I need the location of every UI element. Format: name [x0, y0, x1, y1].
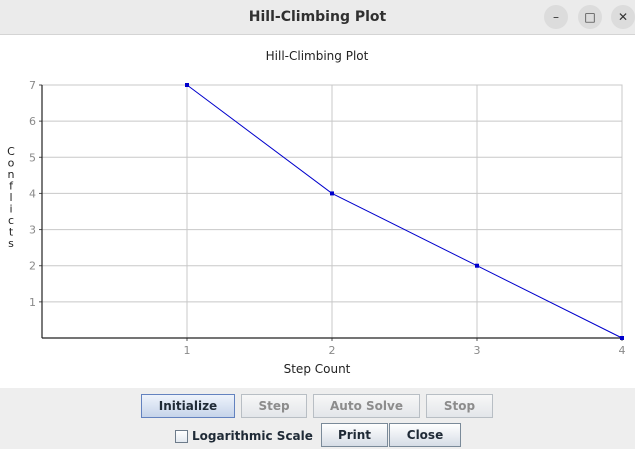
stop-button[interactable]: Stop — [426, 394, 493, 418]
x-tick-label: 1 — [184, 344, 191, 357]
data-point — [185, 83, 189, 87]
close-icon: ✕ — [617, 10, 629, 24]
y-axis-label-char: c — [8, 214, 14, 227]
logarithmic-scale-label: Logarithmic Scale — [192, 429, 313, 443]
title-bar[interactable]: Hill-Climbing Plot – □ ✕ — [0, 0, 635, 35]
y-axis-label-char: n — [8, 168, 15, 181]
y-tick-label: 1 — [29, 296, 36, 309]
maximize-icon: □ — [584, 10, 596, 24]
x-axis-label: Step Count — [284, 362, 351, 376]
close-button[interactable]: Close — [389, 423, 461, 447]
auto-solve-button[interactable]: Auto Solve — [313, 394, 420, 418]
series-points — [185, 83, 624, 340]
series-lines — [186, 84, 623, 339]
y-tick-label: 3 — [29, 224, 36, 237]
y-axis-label-char: C — [7, 145, 15, 158]
print-button[interactable]: Print — [321, 423, 388, 447]
axes — [39, 84, 623, 341]
initialize-button[interactable]: Initialize — [141, 394, 235, 418]
x-tick-label: 4 — [619, 344, 626, 357]
logarithmic-scale-checkbox[interactable]: Logarithmic Scale — [175, 428, 313, 444]
y-axis-label-char: i — [9, 203, 12, 216]
data-point — [330, 191, 334, 196]
x-tick-label: 3 — [474, 344, 481, 357]
data-point — [475, 263, 479, 268]
tick-labels: 1 2 3 4 1 2 3 4 5 6 7 — [29, 79, 626, 357]
y-axis-label-char: o — [8, 157, 15, 170]
y-tick-label: 4 — [29, 187, 36, 200]
y-tick-label: 6 — [29, 115, 36, 128]
y-axis-label-char: t — [9, 226, 14, 239]
checkbox-icon[interactable] — [175, 429, 188, 443]
close-window-button[interactable]: ✕ — [611, 5, 635, 29]
y-tick-label: 5 — [29, 151, 36, 164]
y-axis-label-char: l — [9, 191, 12, 204]
grid-lines — [41, 84, 623, 339]
y-tick-label: 7 — [29, 79, 36, 92]
y-axis-label-char: f — [9, 180, 14, 193]
chart-title: Hill-Climbing Plot — [266, 49, 369, 63]
minimize-icon: – — [553, 10, 559, 24]
y-axis-label-char: s — [8, 237, 14, 250]
control-bar: Initialize Step Auto Solve Stop Logarith… — [0, 388, 635, 449]
window-title: Hill-Climbing Plot — [248, 9, 387, 25]
data-point — [620, 336, 624, 340]
y-tick-label: 2 — [29, 260, 36, 273]
maximize-button[interactable]: □ — [578, 5, 602, 29]
chart-panel: Hill-Climbing Plot 1 2 3 4 1 2 3 4 5 6 7 Step Coun… — [0, 35, 635, 388]
series-line — [186, 84, 623, 339]
step-button[interactable]: Step — [241, 394, 307, 418]
hill-climbing-chart: Hill-Climbing Plot 1 2 3 4 1 2 3 4 5 6 7 Step Coun… — [7, 49, 626, 376]
minimize-button[interactable]: – — [544, 5, 568, 29]
x-tick-label: 2 — [329, 344, 336, 357]
